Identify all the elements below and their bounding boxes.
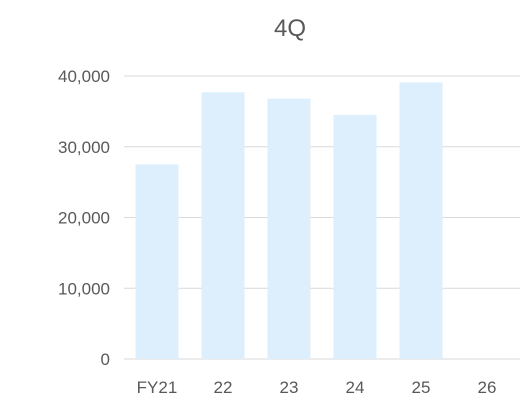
chart-title: 4Q: [274, 15, 306, 42]
y-tick-label: 0: [101, 350, 110, 369]
gridlines: [124, 75, 520, 360]
x-tick-label: FY21: [137, 378, 178, 397]
bar-25: [399, 82, 443, 360]
y-tick-label: 10,000: [58, 279, 110, 298]
x-tick-label: 25: [412, 378, 431, 397]
bar-23: [267, 98, 311, 359]
y-tick-label: 40,000: [58, 67, 110, 86]
y-axis-tick-labels: 0 10,000 20,000 30,000 40,000: [58, 67, 110, 369]
x-axis-tick-labels: FY21 22 23 24 25 26: [137, 378, 497, 397]
x-tick-label: 26: [478, 378, 497, 397]
y-tick-label: 30,000: [58, 138, 110, 157]
x-tick-label: 24: [346, 378, 365, 397]
bar-24: [333, 114, 377, 359]
bar-22: [201, 92, 245, 360]
x-tick-label: 22: [214, 378, 233, 397]
x-tick-label: 23: [280, 378, 299, 397]
y-tick-label: 20,000: [58, 209, 110, 228]
bars: [135, 82, 443, 360]
bar-FY21: [135, 164, 179, 359]
